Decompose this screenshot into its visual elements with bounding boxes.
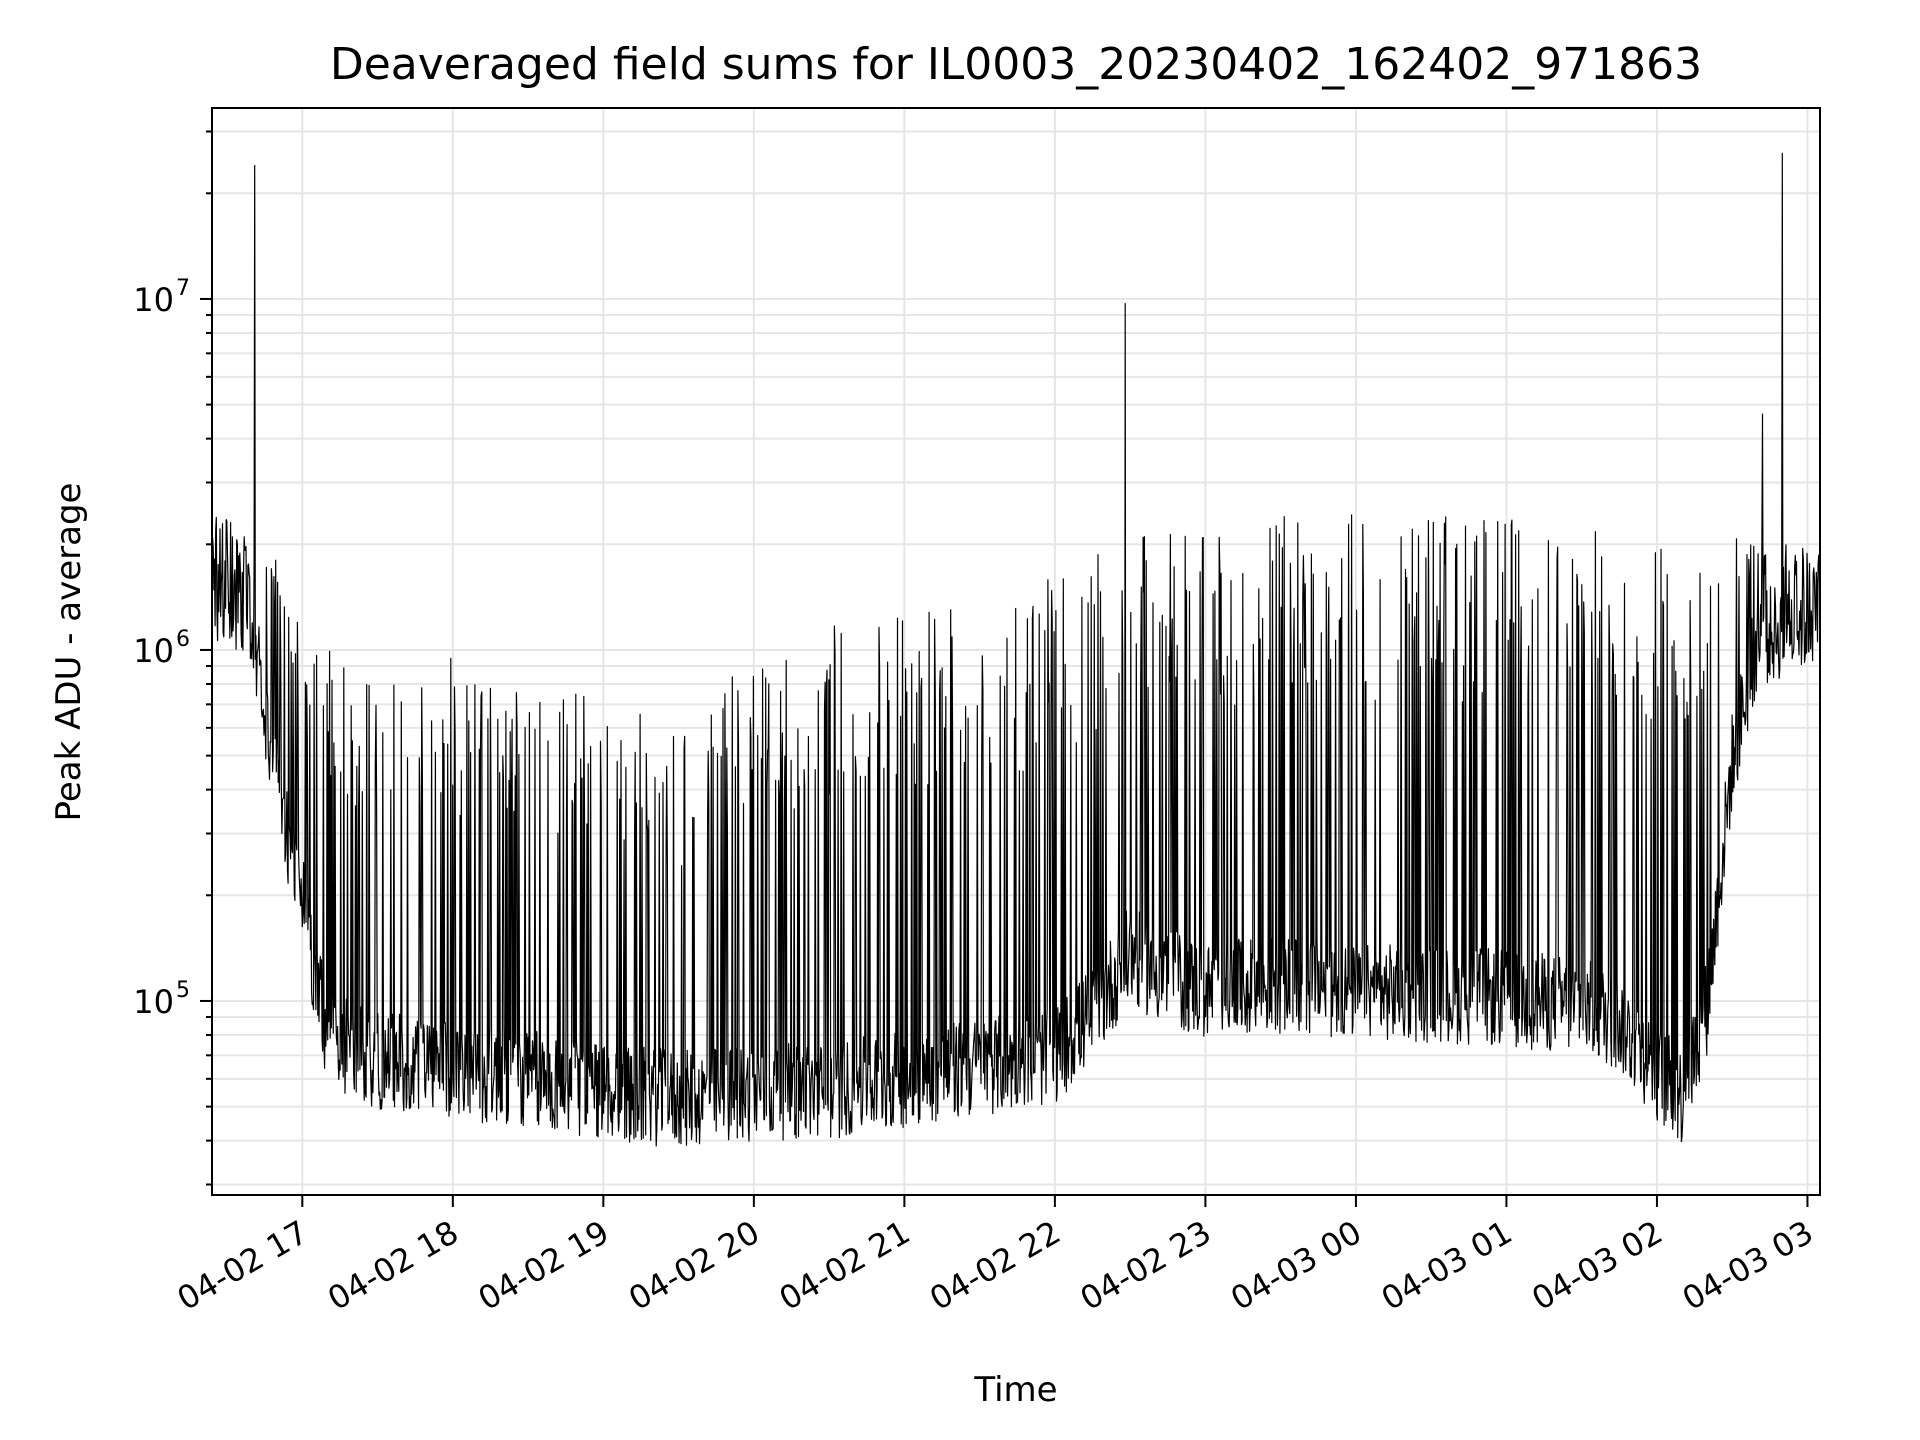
y-tick-label: 10	[133, 983, 174, 1021]
plot-area-frame	[211, 107, 1821, 1196]
y-tick-label: 10	[133, 632, 174, 670]
series-signal	[211, 152, 1821, 1147]
x-axis-label: Time	[973, 1370, 1057, 1410]
chart-title: Deaveraged field sums for IL0003_2023040…	[330, 39, 1702, 90]
y-tick-label-exponent: 6	[176, 627, 190, 652]
series-line	[211, 152, 1821, 1147]
y-tick-label: 10	[133, 281, 174, 319]
y-tick-label-exponent: 5	[176, 978, 190, 1003]
y-axis-label: Peak ADU - average	[49, 483, 89, 822]
y-tick-label-exponent: 7	[176, 276, 190, 301]
